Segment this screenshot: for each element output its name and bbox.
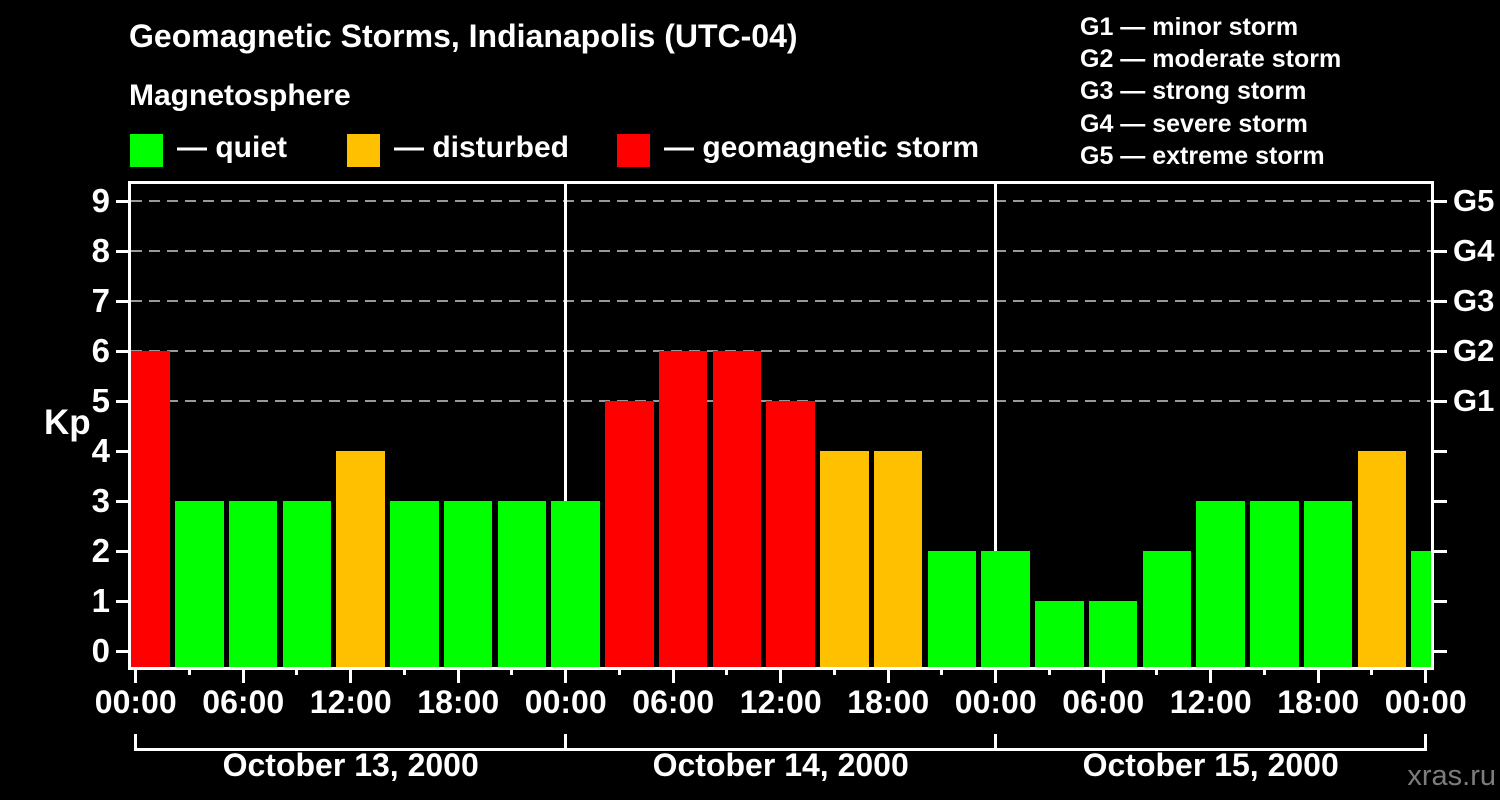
x-axis-label: 00:00 (1384, 684, 1467, 720)
kp-bar (282, 501, 332, 667)
x-axis-label: 18:00 (1277, 684, 1360, 720)
y-axis-label: 6 (91, 332, 110, 369)
date-axis-tick (1424, 734, 1428, 748)
y-axis-tick-right (1434, 249, 1447, 253)
storm-legend-swatch (617, 134, 650, 167)
kp-bar (658, 351, 708, 667)
x-axis-label: 12:00 (309, 684, 392, 720)
x-axis-label: 00:00 (954, 684, 1037, 720)
kp-bar (1142, 551, 1192, 667)
day-separator-line (564, 184, 568, 667)
y-axis-tick-right (1434, 549, 1447, 553)
disturbed-legend-swatch (347, 134, 380, 167)
storm-legend-label: — geomagnetic storm (664, 131, 980, 164)
quiet-legend-label: — quiet (177, 131, 287, 164)
kp-bar (551, 501, 600, 667)
y-axis-tick-right (1434, 199, 1447, 203)
gridline-kp9 (131, 200, 1431, 202)
date-axis-tick (564, 734, 568, 748)
g-scale-item-g3: G3 — strong storm (1080, 77, 1307, 106)
kp-bar (1303, 501, 1353, 667)
kp-bar (981, 551, 1030, 667)
x-axis-label: 12:00 (739, 684, 822, 720)
x-axis-label: 00:00 (524, 684, 607, 720)
g-axis-label-g2: G2 (1453, 333, 1495, 368)
plot-area (128, 181, 1434, 670)
kp-bar (131, 351, 170, 667)
kp-bar (712, 351, 762, 667)
y-axis-label: 7 (91, 282, 110, 319)
kp-bar (766, 401, 815, 667)
g-axis-label-g1: G1 (1453, 383, 1495, 418)
kp-bar (1035, 601, 1084, 667)
y-axis-tick-right (1434, 499, 1447, 503)
date-axis-line (134, 748, 1428, 751)
kp-bar (1196, 501, 1245, 667)
y-axis-tick-right (1434, 649, 1447, 653)
kp-bar (175, 501, 224, 667)
y-axis-tick-right (1434, 449, 1447, 453)
kp-bar (820, 451, 869, 667)
x-axis-label: 18:00 (417, 684, 500, 720)
day-separator-line (994, 184, 998, 667)
kp-bar (390, 501, 439, 667)
y-axis-tick-right (1434, 399, 1447, 403)
g-scale-item-g4: G4 — severe storm (1080, 109, 1308, 138)
kp-bar (228, 501, 278, 667)
gridline-kp7 (131, 300, 1431, 302)
y-axis-label: 2 (91, 532, 110, 569)
watermark: xras.ru (1407, 760, 1496, 792)
kp-bar (443, 501, 493, 667)
date-label: October 13, 2000 (222, 747, 479, 783)
kp-bar (873, 451, 923, 667)
y-axis-label: 1 (91, 582, 110, 619)
y-axis-tick-right (1434, 349, 1447, 353)
kp-bar (497, 501, 547, 667)
x-axis-label: 12:00 (1169, 684, 1252, 720)
g-axis-label-g3: G3 (1453, 283, 1495, 318)
kp-bar (605, 401, 654, 667)
g-scale-item-g2: G2 — moderate storm (1080, 45, 1342, 74)
kp-bar (1357, 451, 1407, 667)
quiet-legend-swatch (130, 134, 163, 167)
disturbed-legend-label: — disturbed (394, 131, 570, 164)
kp-axis-label: Kp (44, 403, 91, 442)
gridline-kp8 (131, 250, 1431, 252)
y-axis-tick-right (1434, 299, 1447, 303)
x-axis-label: 00:00 (94, 684, 177, 720)
chart-title: Geomagnetic Storms, Indianapolis (UTC-04… (129, 18, 798, 54)
date-axis-tick (994, 734, 998, 748)
y-axis-label: 3 (91, 482, 110, 519)
y-axis-label: 0 (91, 632, 110, 669)
kp-bar (336, 451, 385, 667)
chart-subtitle: Magnetosphere (129, 79, 351, 112)
x-axis-label: 06:00 (632, 684, 715, 720)
y-axis-label: 9 (91, 182, 110, 219)
g-axis-label-g5: G5 (1453, 183, 1495, 218)
y-axis-label: 8 (91, 232, 110, 269)
date-label: October 14, 2000 (652, 747, 909, 783)
date-axis-tick (134, 734, 138, 748)
x-axis-label: 06:00 (202, 684, 285, 720)
kp-bar (1250, 501, 1299, 667)
kp-bar (1411, 551, 1431, 667)
g-scale-item-g1: G1 — minor storm (1080, 13, 1299, 41)
y-axis-tick-right (1434, 599, 1447, 603)
gridline-kp6 (131, 350, 1431, 352)
kp-bar (927, 551, 977, 667)
x-axis-label: 18:00 (847, 684, 930, 720)
kp-bar (1088, 601, 1138, 667)
g-scale-item-g5: G5 — extreme storm (1080, 141, 1325, 170)
x-axis-label: 06:00 (1062, 684, 1145, 720)
g-axis-label-g4: G4 (1453, 233, 1495, 268)
